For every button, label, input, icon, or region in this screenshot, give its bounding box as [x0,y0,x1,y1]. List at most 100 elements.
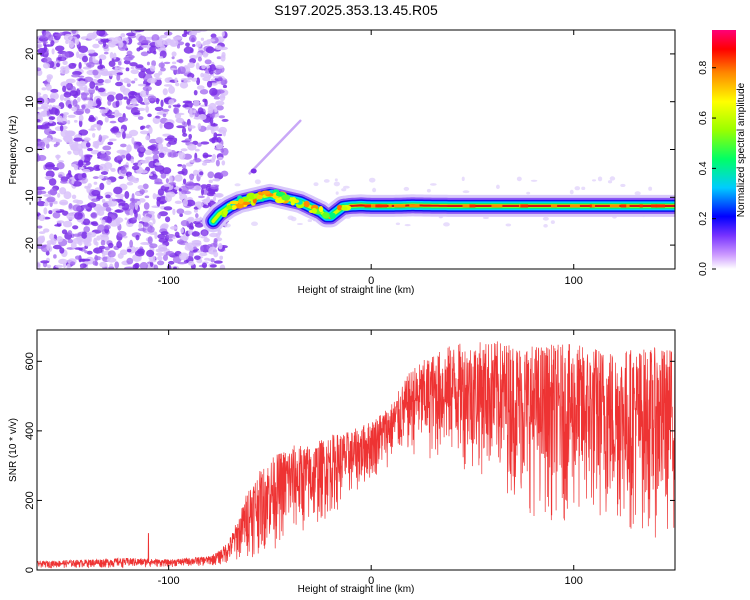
noise-blob [116,230,127,238]
faint-dot [342,185,350,189]
noise-blob [197,107,204,114]
noise-blob [48,210,53,215]
noise-blob [215,64,224,69]
noise-blob [107,200,118,207]
noise-blob [44,57,52,64]
noise-blob [116,149,127,154]
noise-blob [159,56,164,59]
noise-blob [118,41,124,48]
faint-dot [543,224,548,228]
noise-blob [202,98,207,103]
noise-blob [148,160,157,169]
noise-blob [181,168,188,176]
noise-blob [185,181,195,190]
noise-blob [71,73,80,78]
noise-blob [152,149,160,155]
noise-blob [197,204,201,209]
noise-blob [149,65,156,72]
noise-blob [52,244,62,250]
noise-blob [78,166,85,170]
noise-blob [165,191,176,198]
noise-blob [149,261,154,268]
noise-blob [113,52,117,60]
noise-blob [61,229,68,235]
noise-blob [195,148,200,152]
noise-blob [160,67,166,72]
noise-blob [182,100,193,104]
noise-blob [151,60,157,67]
noise-blob [209,69,214,75]
noise-blob [159,170,164,174]
noise-blob [63,33,73,42]
noise-blob [37,140,43,148]
noise-blob [106,257,117,263]
noise-blob [221,160,226,166]
noise-blob [37,188,43,196]
noise-blob [37,97,45,105]
noise-blob [129,62,138,67]
noise-blob [65,83,72,89]
noise-blob [138,150,144,158]
noise-blob [44,123,54,126]
noise-blob [169,226,178,230]
noise-blob [167,140,177,145]
noise-blob [157,244,167,251]
noise-blob [171,56,175,60]
noise-blob [149,173,153,177]
noise-blob [168,99,175,106]
noise-blob [189,54,198,60]
noise-blob [91,189,101,197]
noise-blob [195,40,202,48]
noise-blob [132,263,139,269]
noise-blob [81,231,88,239]
noise-blob [146,77,157,84]
noise-blob [115,217,124,223]
colorbar-bar [712,30,736,269]
noise-blob [43,207,48,215]
noise-blob [97,78,105,84]
noise-blob [71,30,77,35]
noise-blob [44,128,53,136]
noise-blob [196,52,203,59]
noise-blob [62,85,67,93]
noise-blob [174,200,182,205]
noise-blob [62,210,69,216]
noise-blob [86,231,97,238]
noise-blob [115,209,122,213]
noise-blob [115,132,122,138]
noise-blob [127,104,136,108]
noise-blob [38,231,46,234]
noise-blob [131,98,138,105]
noise-blob [216,137,222,143]
noise-blob [96,235,101,241]
noise-blob [129,209,134,216]
noise-blob [41,103,50,109]
noise-blob [133,112,141,115]
noise-blob [126,181,134,186]
faint-dot [634,191,641,196]
ridge-hotspot [223,209,228,216]
snr-frame [36,329,676,571]
noise-blob [45,84,52,91]
faint-dot [530,179,538,182]
noise-blob [153,264,159,269]
noise-blob [59,247,65,254]
noise-blob [99,261,108,268]
faint-dot [296,223,303,226]
noise-blob [104,246,110,251]
ridge-hotspot [620,204,627,208]
noise-blob [156,116,161,119]
noise-blob [84,250,88,254]
noise-blob [62,220,73,228]
streak-dot [250,168,257,174]
noise-blob [97,224,106,232]
noise-blob [139,130,149,135]
ridge-hotspot [230,205,237,210]
noise-blob [181,126,187,135]
noise-blob [125,171,132,176]
ridge-hotspot [229,200,239,205]
noise-blob [60,180,68,184]
faint-dot [254,179,261,185]
noise-blob [46,243,51,251]
noise-blob [200,141,210,145]
